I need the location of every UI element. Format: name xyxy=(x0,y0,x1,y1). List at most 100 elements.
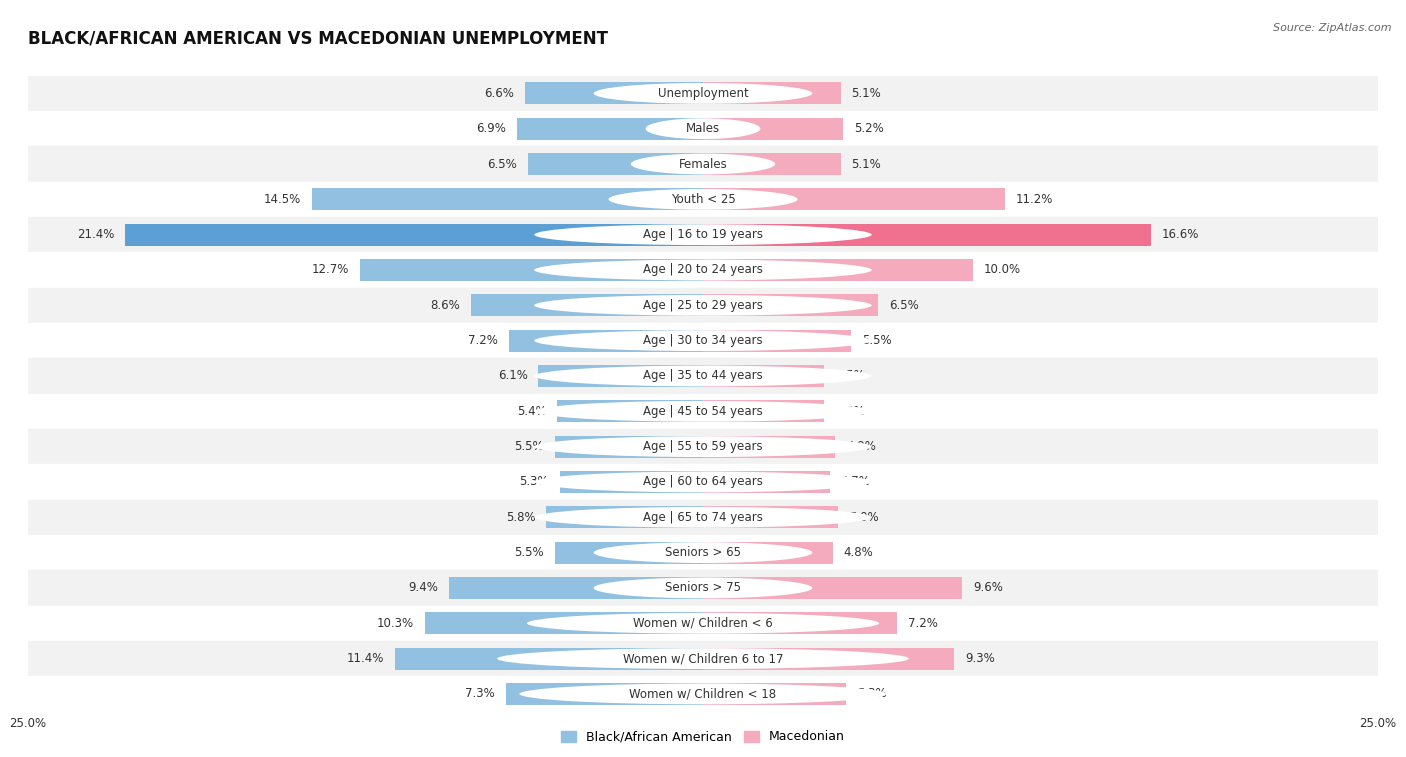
Text: 10.3%: 10.3% xyxy=(377,617,415,630)
Bar xyxy=(703,400,824,422)
Text: 5.1%: 5.1% xyxy=(852,157,882,170)
Text: 6.5%: 6.5% xyxy=(486,157,517,170)
Text: 16.6%: 16.6% xyxy=(1161,228,1199,241)
Text: 5.8%: 5.8% xyxy=(506,511,536,524)
Text: Unemployment: Unemployment xyxy=(658,87,748,100)
Ellipse shape xyxy=(534,366,872,386)
Bar xyxy=(703,436,835,457)
Text: 21.4%: 21.4% xyxy=(77,228,114,241)
Bar xyxy=(28,111,1378,146)
Ellipse shape xyxy=(534,224,872,245)
Bar xyxy=(28,500,1378,535)
Ellipse shape xyxy=(593,542,813,563)
Ellipse shape xyxy=(534,436,872,457)
Bar xyxy=(28,464,1378,500)
Text: Seniors > 75: Seniors > 75 xyxy=(665,581,741,594)
Bar xyxy=(703,224,1152,245)
Ellipse shape xyxy=(534,295,872,316)
Text: Age | 25 to 29 years: Age | 25 to 29 years xyxy=(643,299,763,312)
Bar xyxy=(28,641,1378,676)
Bar xyxy=(28,217,1378,252)
Bar xyxy=(28,358,1378,394)
Text: 6.6%: 6.6% xyxy=(484,87,515,100)
Text: 5.5%: 5.5% xyxy=(515,546,544,559)
Ellipse shape xyxy=(534,260,872,280)
Bar xyxy=(703,612,897,634)
Bar xyxy=(703,294,879,316)
Bar xyxy=(703,153,841,175)
Bar xyxy=(28,606,1378,641)
Bar xyxy=(554,436,703,457)
Text: 9.4%: 9.4% xyxy=(409,581,439,594)
Ellipse shape xyxy=(593,83,813,104)
Bar xyxy=(547,506,703,528)
Ellipse shape xyxy=(645,118,761,139)
Bar xyxy=(524,83,703,104)
Bar xyxy=(28,252,1378,288)
Text: 4.5%: 4.5% xyxy=(835,369,865,382)
Legend: Black/African American, Macedonian: Black/African American, Macedonian xyxy=(561,731,845,743)
Bar xyxy=(125,224,703,245)
Bar xyxy=(28,76,1378,111)
Text: 6.9%: 6.9% xyxy=(477,122,506,136)
Ellipse shape xyxy=(534,401,872,422)
Bar xyxy=(28,429,1378,464)
Ellipse shape xyxy=(534,507,872,528)
Bar xyxy=(703,683,846,705)
Text: Youth < 25: Youth < 25 xyxy=(671,193,735,206)
Bar xyxy=(509,330,703,351)
Text: 4.8%: 4.8% xyxy=(844,546,873,559)
Text: 6.1%: 6.1% xyxy=(498,369,527,382)
Bar xyxy=(506,683,703,705)
Bar xyxy=(538,365,703,387)
Bar xyxy=(527,153,703,175)
Bar xyxy=(703,577,962,599)
Bar xyxy=(703,188,1005,210)
Text: 5.3%: 5.3% xyxy=(519,475,550,488)
Text: 9.3%: 9.3% xyxy=(965,652,994,665)
Bar xyxy=(425,612,703,634)
Bar xyxy=(28,288,1378,323)
Text: 11.2%: 11.2% xyxy=(1017,193,1053,206)
Text: Women w/ Children 6 to 17: Women w/ Children 6 to 17 xyxy=(623,652,783,665)
Bar xyxy=(703,83,841,104)
Ellipse shape xyxy=(519,684,887,704)
Text: 4.7%: 4.7% xyxy=(841,475,870,488)
Text: 12.7%: 12.7% xyxy=(312,263,349,276)
Bar xyxy=(28,394,1378,429)
Text: 5.5%: 5.5% xyxy=(862,334,891,347)
Text: 7.3%: 7.3% xyxy=(465,687,495,700)
Text: Women w/ Children < 6: Women w/ Children < 6 xyxy=(633,617,773,630)
Text: 7.2%: 7.2% xyxy=(908,617,938,630)
Text: 9.6%: 9.6% xyxy=(973,581,1002,594)
Text: 5.5%: 5.5% xyxy=(515,440,544,453)
Text: Source: ZipAtlas.com: Source: ZipAtlas.com xyxy=(1274,23,1392,33)
Text: Females: Females xyxy=(679,157,727,170)
Bar xyxy=(28,535,1378,570)
Bar xyxy=(312,188,703,210)
Bar xyxy=(560,471,703,493)
Bar xyxy=(703,118,844,139)
Bar xyxy=(28,182,1378,217)
Text: 5.0%: 5.0% xyxy=(849,511,879,524)
Text: 5.3%: 5.3% xyxy=(856,687,887,700)
Bar xyxy=(395,648,703,669)
Text: 5.2%: 5.2% xyxy=(855,122,884,136)
Bar xyxy=(517,118,703,139)
Text: Age | 60 to 64 years: Age | 60 to 64 years xyxy=(643,475,763,488)
Bar xyxy=(554,542,703,563)
Text: Age | 45 to 54 years: Age | 45 to 54 years xyxy=(643,405,763,418)
Bar xyxy=(703,542,832,563)
Text: Seniors > 65: Seniors > 65 xyxy=(665,546,741,559)
Text: 10.0%: 10.0% xyxy=(984,263,1021,276)
Text: Age | 55 to 59 years: Age | 55 to 59 years xyxy=(643,440,763,453)
Text: 7.2%: 7.2% xyxy=(468,334,498,347)
Bar xyxy=(471,294,703,316)
Bar xyxy=(28,570,1378,606)
Text: Males: Males xyxy=(686,122,720,136)
Bar xyxy=(28,323,1378,358)
Ellipse shape xyxy=(631,154,775,174)
Bar xyxy=(450,577,703,599)
Text: BLACK/AFRICAN AMERICAN VS MACEDONIAN UNEMPLOYMENT: BLACK/AFRICAN AMERICAN VS MACEDONIAN UNE… xyxy=(28,30,609,48)
Bar xyxy=(28,146,1378,182)
